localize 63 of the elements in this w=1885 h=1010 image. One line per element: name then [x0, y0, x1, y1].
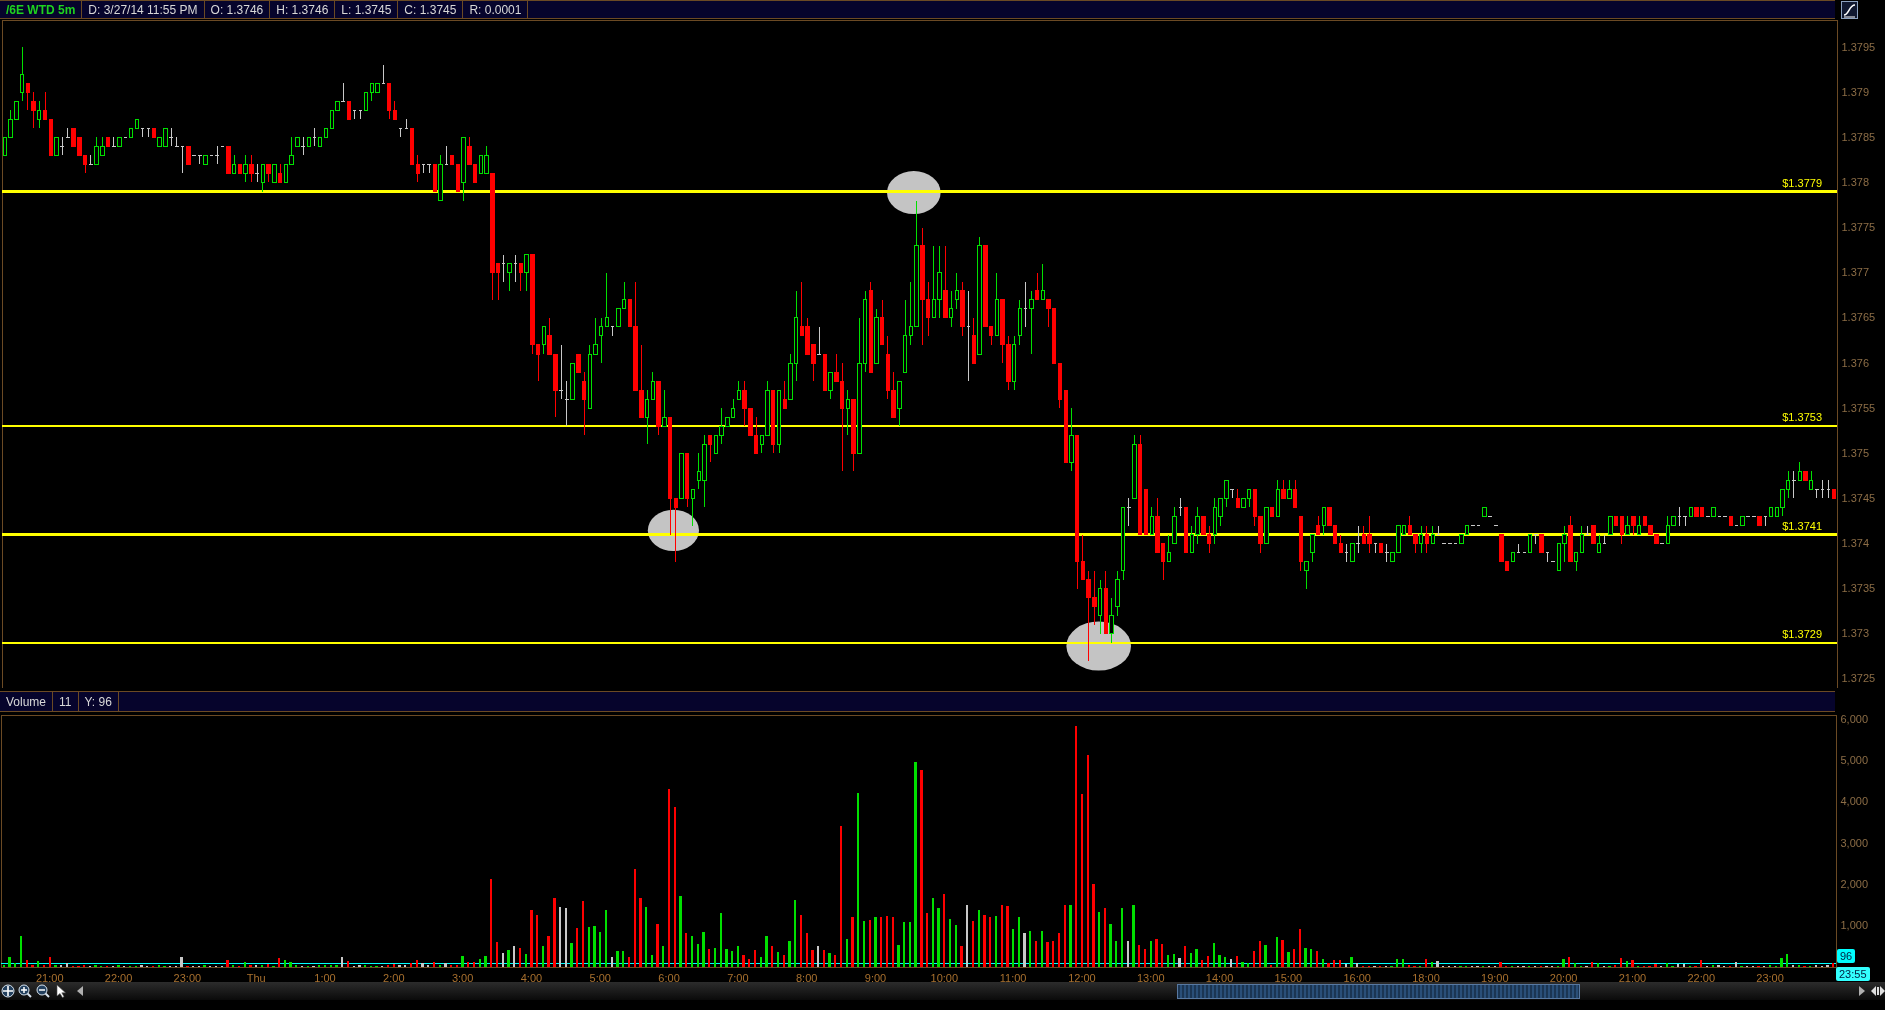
- x-tick-label: 13:00: [1136, 971, 1165, 984]
- x-tick-label: 20:00: [1549, 971, 1578, 984]
- y-tick-label: 1.374: [1841, 537, 1870, 550]
- x-tick-label: 18:00: [1412, 971, 1440, 984]
- y-tick-label: 2,000: [1840, 877, 1869, 890]
- text: O: 1.3746: [204, 1, 271, 18]
- text: D: 3/27/14 11:55 PM: [82, 1, 205, 18]
- y-tick-label: 1,000: [1840, 919, 1869, 932]
- text: R: 0.0001: [463, 1, 529, 18]
- x-tick-label: Thu: [246, 971, 266, 984]
- x-tick-label: 7:00: [727, 971, 749, 984]
- y-tick-label: 1.3765: [1841, 311, 1876, 324]
- x-tick-label: 10:00: [930, 971, 959, 984]
- chart-title: /6E WTD 5m: [0, 1, 83, 18]
- y-tick-label: 6,000: [1840, 712, 1869, 725]
- y-tick-label: 1.3795: [1841, 40, 1876, 53]
- x-tick-label: 1:00: [314, 971, 336, 984]
- x-tick-label: 14:00: [1205, 971, 1234, 984]
- x-tick-label: 22:00: [1687, 971, 1716, 984]
- x-tick-label: 9:00: [864, 971, 887, 984]
- y-tick-label: 1.3775: [1841, 221, 1876, 234]
- text: 11: [53, 692, 79, 711]
- ref-line-label: $1.3779: [1782, 176, 1822, 189]
- x-tick-label: 2:00: [383, 971, 405, 984]
- y-tick-label: 5,000: [1840, 753, 1869, 766]
- x-tick-label: 23:00: [173, 971, 202, 984]
- x-tick-label: 11:00: [999, 971, 1027, 984]
- ref-line-label: $1.3741: [1782, 519, 1822, 532]
- ref-line-label: $1.3753: [1782, 411, 1822, 424]
- x-tick-label: 23:00: [1756, 971, 1784, 984]
- text: L: 1.3745: [335, 1, 399, 18]
- y-tick-label: 1.378: [1841, 175, 1870, 188]
- x-tick-label: 8:00: [795, 971, 818, 984]
- x-tick-label: 3:00: [451, 971, 474, 984]
- chart-title: Volume: [0, 692, 54, 711]
- text: Y: 96: [78, 692, 119, 711]
- x-tick-label: 16:00: [1343, 971, 1371, 984]
- y-tick-label: 1.3745: [1841, 491, 1876, 504]
- x-tick-label: 15:00: [1274, 971, 1303, 984]
- y-tick-label: 3,000: [1840, 836, 1869, 849]
- y-tick-label: 4,000: [1840, 795, 1869, 808]
- text: C: 1.3745: [398, 1, 464, 18]
- y-tick-label: 1.3755: [1841, 401, 1876, 414]
- y-tick-label: 1.377: [1841, 266, 1870, 279]
- x-tick-label: 4:00: [520, 971, 543, 984]
- x-tick-label: 19:00: [1481, 971, 1509, 984]
- y-tick-label: 1.379: [1841, 85, 1870, 98]
- x-tick-label: 5:00: [589, 971, 611, 984]
- ref-line-label: 96: [1837, 949, 1856, 964]
- x-tick-label: 6:00: [658, 971, 680, 984]
- y-tick-label: 1.3725: [1841, 672, 1876, 685]
- y-tick-label: 1.375: [1841, 446, 1870, 459]
- x-tick-label: 21:00: [1618, 971, 1647, 984]
- y-tick-label: 1.3785: [1841, 130, 1876, 143]
- ref-line-label: $1.3729: [1782, 627, 1822, 640]
- x-tick-label: 22:00: [104, 971, 133, 984]
- y-tick-label: 1.3735: [1841, 582, 1876, 595]
- text: 23:55: [1836, 967, 1870, 981]
- x-tick-label: 21:00: [35, 971, 64, 984]
- y-tick-label: 1.373: [1841, 627, 1870, 640]
- y-tick-label: 1.376: [1841, 356, 1870, 369]
- text: H: 1.3746: [270, 1, 336, 18]
- x-tick-label: 12:00: [1068, 971, 1096, 984]
